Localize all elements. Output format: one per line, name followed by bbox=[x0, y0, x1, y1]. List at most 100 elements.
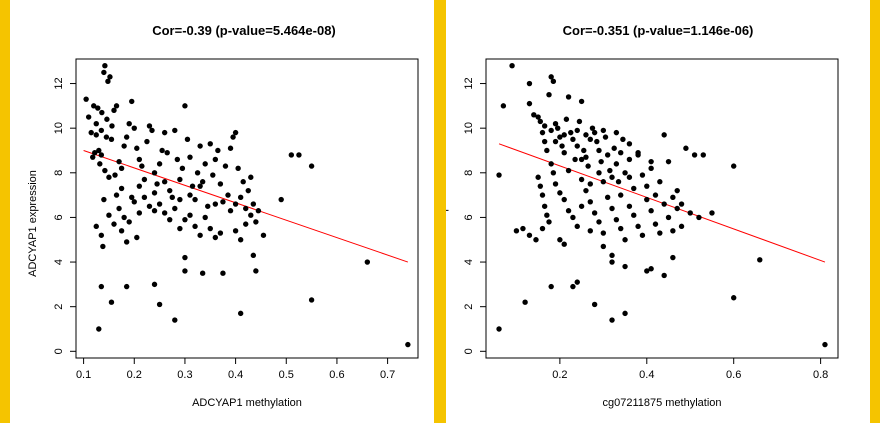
y-tick-label: 2 bbox=[53, 304, 65, 310]
data-point bbox=[161, 210, 168, 216]
x-tick-label: 0.8 bbox=[813, 369, 828, 381]
right-chart-panel: Cor=-0.351 (p-value=1.146e-06) 0.2 0.4 0.6 0… bbox=[446, 0, 870, 423]
data-point bbox=[189, 183, 196, 189]
data-point bbox=[111, 107, 117, 114]
data-point bbox=[245, 187, 251, 194]
data-point bbox=[600, 230, 607, 236]
data-point bbox=[102, 62, 108, 69]
data-point bbox=[260, 232, 267, 238]
data-point bbox=[177, 176, 183, 183]
data-point bbox=[670, 254, 676, 261]
data-point bbox=[561, 241, 567, 247]
data-point bbox=[187, 154, 193, 160]
data-point bbox=[121, 143, 127, 149]
data-point bbox=[587, 136, 593, 143]
data-point bbox=[544, 147, 550, 154]
data-point bbox=[182, 216, 188, 223]
data-point bbox=[105, 78, 111, 85]
data-point bbox=[574, 143, 580, 149]
data-point bbox=[192, 223, 198, 230]
data-point bbox=[609, 317, 615, 323]
y-tick-label: 8 bbox=[53, 170, 65, 176]
y-tick-label: 6 bbox=[463, 214, 475, 220]
data-point bbox=[217, 230, 224, 236]
data-point bbox=[205, 203, 211, 209]
data-point bbox=[570, 214, 576, 221]
data-point bbox=[678, 223, 685, 230]
data-point bbox=[220, 199, 226, 205]
data-point bbox=[248, 212, 254, 218]
data-point bbox=[243, 205, 249, 212]
data-point bbox=[308, 297, 315, 303]
data-point bbox=[652, 221, 659, 227]
data-point bbox=[548, 161, 554, 167]
data-point bbox=[533, 237, 539, 243]
data-point bbox=[587, 181, 593, 187]
data-point bbox=[91, 103, 97, 109]
data-point bbox=[161, 179, 168, 185]
data-point bbox=[611, 145, 617, 151]
y-tick-label: 2 bbox=[463, 304, 475, 310]
data-point bbox=[111, 221, 117, 227]
data-point bbox=[557, 190, 563, 196]
data-point bbox=[253, 268, 259, 274]
data-point bbox=[364, 259, 371, 265]
data-point bbox=[620, 136, 626, 143]
data-point bbox=[578, 156, 585, 163]
data-point bbox=[98, 283, 105, 290]
data-point bbox=[104, 116, 110, 122]
chart-title: Cor=-0.39 (p-value=5.464e-08) bbox=[152, 23, 336, 38]
data-point bbox=[129, 98, 135, 105]
data-point bbox=[126, 121, 132, 127]
data-point bbox=[587, 228, 593, 234]
data-point bbox=[93, 121, 99, 127]
data-point bbox=[177, 196, 183, 203]
data-point bbox=[126, 219, 132, 225]
data-point bbox=[526, 100, 533, 107]
data-point bbox=[613, 216, 620, 223]
data-point bbox=[613, 129, 620, 136]
data-point bbox=[652, 192, 659, 198]
data-point bbox=[602, 134, 609, 140]
data-point bbox=[687, 210, 693, 216]
data-point bbox=[202, 214, 208, 221]
data-point bbox=[288, 152, 295, 158]
data-point bbox=[565, 208, 572, 214]
data-point bbox=[93, 132, 99, 138]
data-point bbox=[548, 127, 554, 134]
data-point bbox=[561, 132, 567, 138]
data-point bbox=[253, 219, 259, 225]
data-point bbox=[661, 201, 667, 207]
data-point bbox=[731, 163, 737, 169]
data-point bbox=[159, 147, 165, 154]
data-point bbox=[594, 138, 600, 145]
data-point bbox=[622, 263, 628, 270]
data-point bbox=[112, 172, 118, 178]
data-point bbox=[177, 225, 183, 232]
data-point bbox=[97, 161, 103, 167]
data-point bbox=[227, 208, 234, 214]
data-point bbox=[544, 212, 550, 218]
data-point bbox=[550, 78, 557, 85]
data-point bbox=[151, 190, 158, 196]
x-tick-label: 0.2 bbox=[552, 369, 567, 381]
data-point bbox=[167, 187, 173, 194]
data-point bbox=[674, 205, 680, 212]
data-point bbox=[552, 138, 559, 145]
data-point bbox=[622, 170, 628, 176]
data-point bbox=[174, 156, 181, 163]
data-point bbox=[184, 136, 191, 143]
data-point bbox=[172, 205, 178, 212]
data-point bbox=[136, 183, 143, 189]
data-point bbox=[182, 254, 188, 261]
data-point bbox=[565, 94, 572, 100]
data-point bbox=[98, 152, 105, 158]
data-point bbox=[576, 118, 583, 125]
data-point bbox=[109, 123, 115, 129]
y-tick-label: 12 bbox=[53, 77, 65, 89]
x-tick-label: 0.3 bbox=[177, 369, 192, 381]
data-point bbox=[526, 232, 533, 238]
data-point bbox=[600, 127, 607, 134]
data-point bbox=[182, 268, 188, 274]
data-point bbox=[85, 114, 92, 120]
